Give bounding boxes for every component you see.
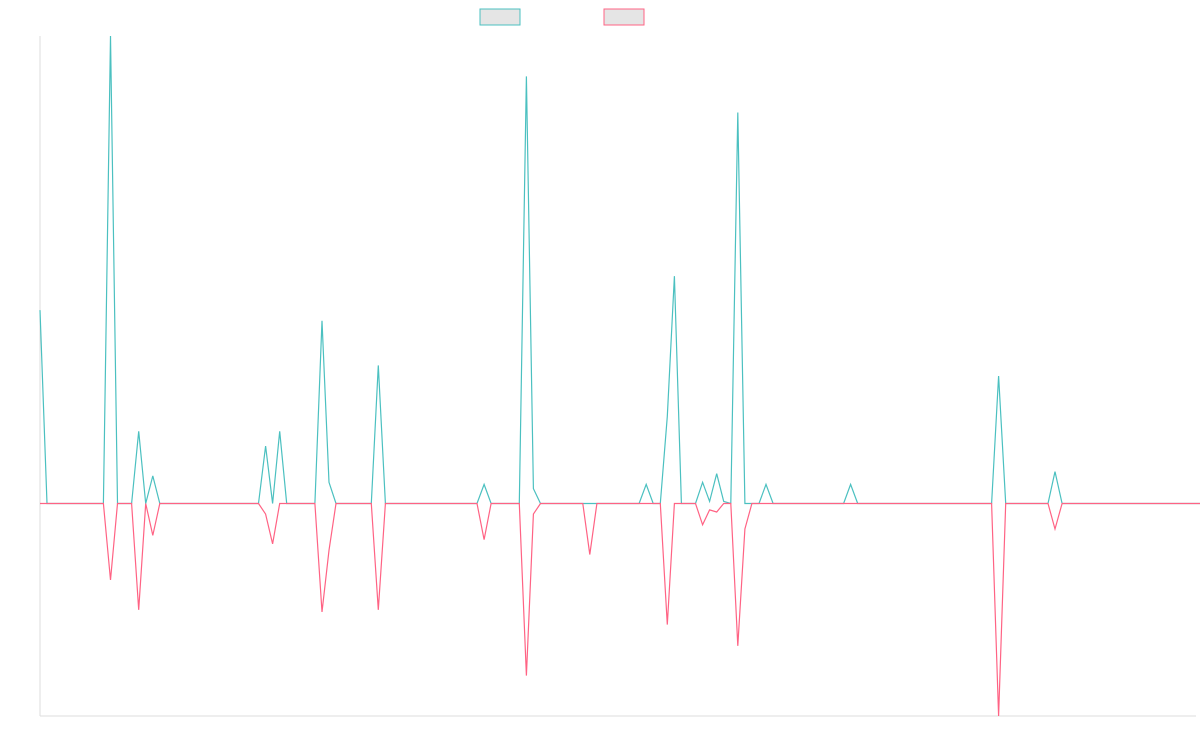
- series-line-2: [40, 502, 1200, 717]
- legend-swatch-1[interactable]: [479, 8, 521, 26]
- series-line-1: [39, 35, 1200, 505]
- legend-swatch-2[interactable]: [603, 8, 645, 26]
- series-group: [39, 35, 1200, 717]
- axes: [39, 36, 1196, 717]
- legend: [479, 8, 645, 26]
